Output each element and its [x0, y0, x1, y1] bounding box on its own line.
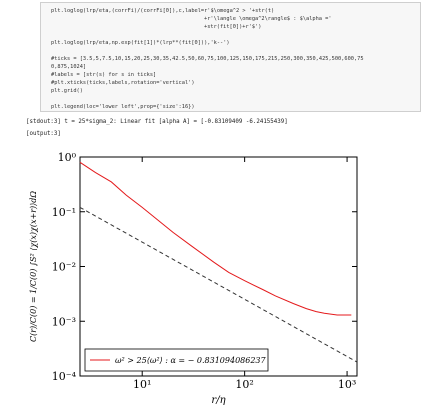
x-tick-label: 10¹	[133, 378, 151, 391]
x-tick-label: 10²	[235, 378, 253, 391]
code-line: +str(fit[0])+r'$')	[204, 24, 262, 30]
stdout: [stdout:3] t = 25*sigma_2: Linear fit [a…	[26, 119, 288, 125]
legend-label: ω² > 25⟨ω²⟩ : α = − 0.831094086237	[115, 356, 267, 365]
code-line: 0,875,1024]	[51, 64, 87, 70]
code-line: +r'\langle \omega^2\rangle$ : $\alpha ='	[204, 16, 332, 22]
code-line: #ticks = [3.5,5,7.5,10,15,20,25,30,35,42…	[51, 56, 364, 62]
output-label: [output:3]	[26, 131, 61, 137]
x-axis-label: r/η	[211, 395, 225, 405]
code-line: plt.loglog(lrp/eta,(corrFi)/(corrFi[0]),…	[51, 8, 275, 14]
y-tick-label: 10⁻¹	[52, 206, 76, 219]
plot-area	[79, 156, 358, 377]
series-line	[79, 206, 358, 363]
y-tick-label: 10⁰	[58, 151, 77, 164]
y-tick-label: 10⁻⁴	[52, 370, 77, 383]
code-line: #labels = [str(s) for s in ticks]	[51, 72, 157, 78]
code-line: plt.legend(loc='lower left',prop={'size'…	[51, 104, 195, 110]
y-tick-label: 10⁻³	[52, 315, 76, 328]
code-line: plt.loglog(lrp/eta,np.exp(fit[1])*(lrp**…	[51, 40, 230, 46]
x-tick-label: 10³	[338, 378, 356, 391]
y-tick-label: 10⁻²	[52, 261, 76, 274]
code-line: #plt.xticks(ticks,labels,rotation='verti…	[51, 80, 195, 86]
series-line	[79, 161, 352, 316]
chart: 10¹ 10² 10³ 10⁻⁴ 10⁻³ 10⁻² 10⁻¹ 10⁰ ω² > 25⟨ω²⟩ …	[29, 151, 358, 405]
code-cell[interactable]: plt.loglog(lrp/eta,(corrFi)/(corrFi[0]),…	[40, 2, 421, 112]
y-axis-label: C(r)/C(0) = 1/C(0) ∫S² ⟨χ(x)χ(x+r)⟩dΩ	[29, 191, 38, 342]
legend-box	[84, 348, 269, 372]
code-line: plt.grid()	[51, 88, 83, 94]
